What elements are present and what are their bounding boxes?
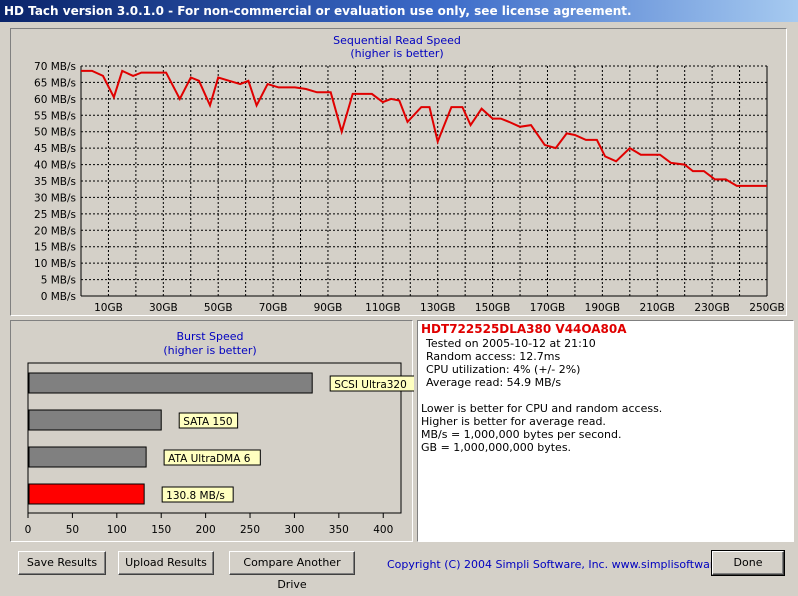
read-y-tick-label: 50 MB/s: [34, 127, 76, 139]
read-x-tick-label: 210GB: [640, 302, 675, 314]
note-higher-better: Higher is better for average read.: [421, 415, 606, 428]
burst-x-tick-label: 150: [151, 524, 171, 536]
burst-x-tick-label: 400: [373, 524, 393, 536]
burst-x-tick-label: 350: [329, 524, 349, 536]
read-x-tick-label: 250GB: [749, 302, 784, 314]
burst-bar-label-box: [178, 412, 239, 429]
burst-bar-label: SCSI Ultra320: [334, 379, 407, 391]
read-speed-chart: Sequential Read Speed (higher is better)…: [34, 34, 785, 314]
upload-results-button[interactable]: Upload Results: [118, 551, 214, 575]
read-y-tick-label: 55 MB/s: [34, 110, 76, 122]
burst-bar-label-box: [329, 375, 414, 392]
burst-bar-label: SATA 150: [183, 416, 232, 428]
read-x-tick-label: 70GB: [259, 302, 288, 314]
burst-chart-title: Burst Speed: [176, 330, 243, 343]
burst-bar: [28, 372, 313, 394]
burst-x-tick-label: 0: [25, 524, 32, 536]
burst-x-tick-label: 250: [240, 524, 260, 536]
read-x-tick-label: 170GB: [530, 302, 565, 314]
read-x-tick-label: 190GB: [585, 302, 620, 314]
read-x-tick-label: 130GB: [420, 302, 455, 314]
note-gb-definition: GB = 1,000,000,000 bytes.: [421, 441, 572, 454]
read-speed-line: [81, 69, 767, 187]
window-title: HD Tach version 3.0.1.0 - For non-commer…: [0, 0, 798, 22]
burst-bar: [28, 483, 145, 505]
read-y-tick-label: 10 MB/s: [34, 258, 76, 270]
read-x-tick-label: 150GB: [475, 302, 510, 314]
burst-x-tick-label: 100: [107, 524, 127, 536]
note-lower-better: Lower is better for CPU and random acces…: [421, 402, 663, 415]
read-y-tick-label: 30 MB/s: [34, 192, 76, 204]
copyright-text: Copyright (C) 2004 Simpli Software, Inc.…: [387, 558, 748, 571]
burst-speed-panel: [10, 320, 413, 542]
burst-bar-label: 130.8 MB/s: [166, 490, 225, 502]
read-x-tick-label: 230GB: [694, 302, 729, 314]
read-y-tick-label: 5 MB/s: [41, 275, 76, 287]
read-y-tick-label: 25 MB/s: [34, 209, 76, 221]
burst-bar: [28, 446, 147, 468]
done-button[interactable]: Done: [711, 550, 785, 576]
drive-model: HDT722525DLA380 V44OA80A: [421, 322, 627, 336]
read-x-tick-label: 30GB: [149, 302, 178, 314]
read-speed-panel: [10, 28, 787, 316]
save-results-button[interactable]: Save Results: [18, 551, 106, 575]
burst-chart-subtitle: (higher is better): [163, 344, 256, 357]
read-y-tick-label: 60 MB/s: [34, 94, 76, 106]
read-plot-area: [81, 66, 767, 296]
read-x-tick-label: 50GB: [204, 302, 233, 314]
read-y-tick-label: 70 MB/s: [34, 61, 76, 73]
note-mbs-definition: MB/s = 1,000,000 bytes per second.: [421, 428, 622, 441]
read-x-tick-label: 90GB: [314, 302, 343, 314]
burst-x-tick-label: 50: [66, 524, 79, 536]
read-y-tick-label: 40 MB/s: [34, 160, 76, 172]
burst-x-tick-label: 200: [196, 524, 216, 536]
burst-bar-label: ATA UltraDMA 6: [168, 453, 251, 465]
read-y-tick-label: 0 MB/s: [41, 291, 76, 303]
burst-bar-label-box: [163, 449, 261, 466]
burst-x-tick-label: 300: [284, 524, 304, 536]
read-y-tick-label: 45 MB/s: [34, 143, 76, 155]
cpu-utilization: CPU utilization: 4% (+/- 2%): [426, 363, 581, 376]
read-chart-title: Sequential Read Speed: [333, 34, 461, 47]
drive-info-panel: HDT722525DLA380 V44OA80A Tested on 2005-…: [417, 320, 794, 542]
burst-speed-chart: Burst Speed (higher is better) SCSI Ultr…: [25, 330, 414, 536]
read-y-tick-label: 65 MB/s: [34, 77, 76, 89]
read-y-tick-label: 15 MB/s: [34, 242, 76, 254]
tested-on: Tested on 2005-10-12 at 21:10: [426, 337, 596, 350]
compare-another-drive-button[interactable]: Compare Another Drive: [229, 551, 355, 591]
read-y-tick-label: 20 MB/s: [34, 225, 76, 237]
burst-bar-label-box: [161, 486, 234, 503]
read-chart-subtitle: (higher is better): [350, 47, 443, 60]
read-x-tick-label: 110GB: [365, 302, 400, 314]
read-y-tick-label: 35 MB/s: [34, 176, 76, 188]
burst-bar: [28, 409, 162, 431]
read-x-tick-label: 10GB: [94, 302, 123, 314]
random-access: Random access: 12.7ms: [426, 350, 561, 363]
average-read: Average read: 54.9 MB/s: [426, 376, 562, 389]
